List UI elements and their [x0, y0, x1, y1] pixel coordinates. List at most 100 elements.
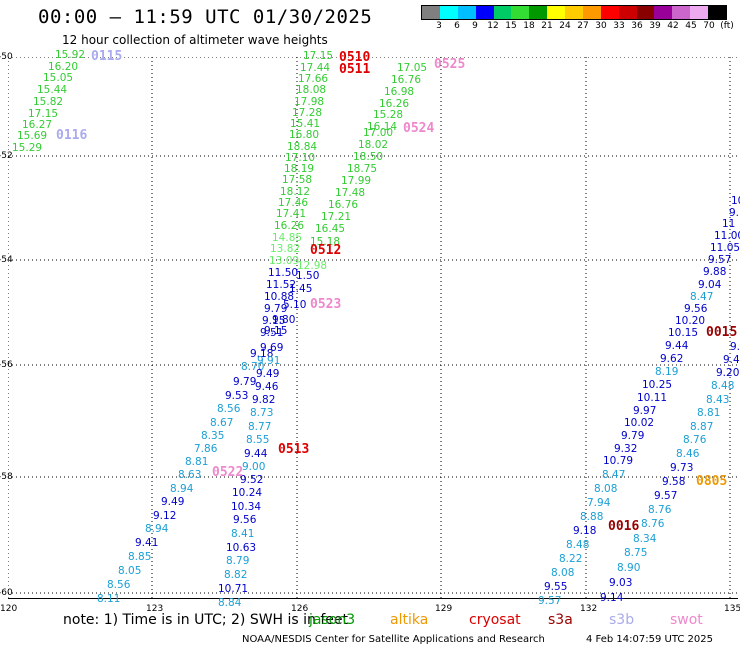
colorbar-swatch — [457, 6, 476, 19]
wave-height-value: 10.25 — [642, 379, 673, 391]
wave-height-value: 17.99 — [341, 175, 372, 187]
wave-height-value: 8.47 — [690, 291, 714, 303]
wave-height-value: 15.18 — [310, 236, 341, 248]
wave-height-value: 9. — [730, 341, 740, 353]
colorbar-swatch — [618, 6, 637, 19]
wave-height-value: 8.94 — [170, 483, 194, 495]
wave-height-value: 8.43 — [706, 394, 730, 406]
wave-height-value: 10.34 — [231, 501, 262, 513]
wave-height-value: 18.12 — [280, 186, 311, 198]
wave-height-value: 9.51 — [260, 327, 284, 339]
wave-height-value: 8.05 — [118, 565, 142, 577]
wave-height-value: 8.55 — [246, 434, 270, 446]
pass-time-label: 0512 — [310, 243, 342, 258]
wave-height-value: 9.97 — [633, 405, 657, 417]
wave-height-value: 9.04 — [698, 279, 722, 291]
wave-height-value: 9.41 — [135, 537, 159, 549]
pass-time-label: 0015 — [706, 325, 738, 340]
wave-height-value: 17.98 — [294, 96, 325, 108]
wave-height-value: 9.00 — [242, 461, 266, 473]
wave-height-value: 17.48 — [335, 187, 366, 199]
longitude-tick-label: 123 — [146, 604, 164, 614]
pass-time-label: 0016 — [608, 519, 640, 534]
wave-height-value: 9. — [729, 207, 740, 219]
wave-height-value: 10.79 — [603, 455, 634, 467]
wave-height-value: 13.09 — [269, 255, 300, 267]
colorbar-label: 24 — [559, 21, 571, 31]
longitude-tick-label: 126 — [291, 604, 309, 614]
pass-time-label: 0522 — [212, 465, 244, 480]
wave-height-value: 8.85 — [128, 551, 152, 563]
legend-item-s3a: s3a — [548, 612, 573, 628]
wave-height-value: 18.19 — [284, 163, 315, 175]
wave-height-value: 9.18 — [250, 348, 274, 360]
wave-height-value: 8.90 — [617, 562, 641, 574]
wave-height-value: 9.44 — [665, 340, 689, 352]
colorbar-label: 9 — [472, 21, 478, 31]
wave-height-value: 13.82 — [270, 243, 301, 255]
wave-height-value: 17.15 — [303, 50, 334, 62]
pass-time-label: 0525 — [434, 57, 466, 72]
wave-height-value: 17.46 — [278, 197, 309, 209]
colorbar-label: 36 — [631, 21, 643, 31]
wave-height-value: 8.35 — [201, 430, 225, 442]
wave-height-value: 9.49 — [161, 496, 185, 508]
wave-height-value: 10.11 — [637, 392, 668, 404]
wave-height-value: 17.00 — [363, 127, 394, 139]
wave-height-value: 9.57 — [538, 595, 562, 607]
pass-time-label: 0523 — [310, 297, 342, 312]
colorbar-label: 33 — [613, 21, 625, 31]
colorbar-swatch — [493, 6, 512, 19]
wave-height-value: 10 — [731, 195, 740, 207]
longitude-tick-label: 129 — [435, 604, 453, 614]
wave-height-value: 8.84 — [218, 597, 242, 609]
wave-height-value: 18.84 — [287, 141, 318, 153]
wave-height-value: 11.52 — [266, 279, 297, 291]
wave-height-value: 9.55 — [544, 581, 568, 593]
wave-height-value: 15.82 — [33, 96, 64, 108]
wave-height-value: 17.21 — [321, 211, 352, 223]
colorbar-label: 12 — [487, 21, 499, 31]
wave-height-value: 9.52 — [240, 474, 264, 486]
wave-height-value: 8.77 — [248, 421, 272, 433]
latitude-tick-label: -52 — [0, 151, 13, 161]
wave-height-value: 8.76 — [641, 518, 665, 530]
pass-time-label: 0115 — [91, 49, 123, 64]
wave-height-value: 15.28 — [373, 109, 404, 121]
pass-time-label: 0510 — [339, 50, 371, 65]
wave-height-value: 8.08 — [551, 567, 575, 579]
wave-height-value: 8.41 — [231, 528, 255, 540]
colorbar-swatch — [529, 6, 548, 19]
wave-height-value: 16.76 — [328, 199, 359, 211]
wave-height-value: 17.15 — [28, 108, 59, 120]
wave-height-value: 11.00 — [714, 230, 740, 242]
colorbar-swatch — [636, 6, 655, 19]
colorbar-swatch — [654, 6, 673, 19]
legend-item-cryosat: cryosat — [469, 612, 521, 628]
wave-height-value: 17.28 — [292, 107, 323, 119]
wave-height-value: 5.10 — [283, 299, 307, 311]
latitude-tick-label: -54 — [0, 255, 13, 265]
wave-height-colorbar — [421, 5, 727, 20]
colorbar-label: 21 — [541, 21, 553, 31]
wave-height-value: 9.91 — [257, 355, 281, 367]
wave-height-value: 9.56 — [684, 303, 708, 315]
wave-height-value: 9.82 — [252, 394, 276, 406]
wave-height-value: 16.80 — [289, 129, 320, 141]
colorbar-swatch — [422, 6, 440, 19]
wave-height-value: 16.98 — [384, 86, 415, 98]
wave-height-value: 9.73 — [670, 462, 694, 474]
wave-height-value: 15.05 — [43, 72, 74, 84]
wave-height-value: 10.15 — [668, 327, 699, 339]
colorbar-swatch — [708, 6, 726, 19]
wave-height-value: 9.79 — [233, 376, 257, 388]
wave-height-value: 16.14 — [367, 121, 398, 133]
wave-height-value: 14.85 — [272, 232, 303, 244]
generated-timestamp: 4 Feb 14:07:59 UTC 2025 — [586, 634, 713, 645]
legend-item-swot: swot — [670, 612, 703, 628]
wave-height-value: 8.22 — [559, 553, 583, 565]
wave-height-value: 9.18 — [573, 525, 597, 537]
wave-height-value: 17.58 — [282, 174, 313, 186]
wave-height-value: 16.20 — [48, 61, 79, 73]
wave-height-value: 9.49 — [256, 368, 280, 380]
